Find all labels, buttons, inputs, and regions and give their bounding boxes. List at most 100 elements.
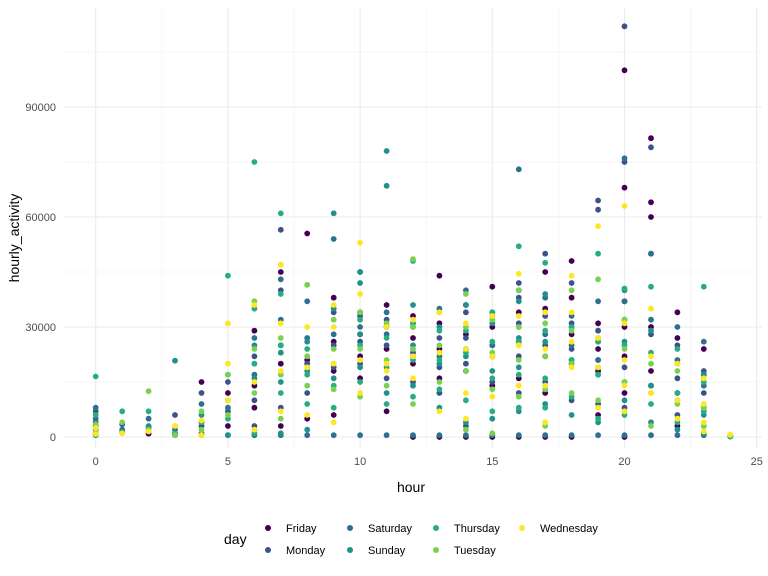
data-point-tuesday <box>568 390 575 396</box>
data-point-friday <box>436 272 443 279</box>
data-point-sunday <box>330 210 337 217</box>
data-point-thursday <box>542 404 549 411</box>
data-point-thursday <box>304 401 311 407</box>
x-tick-label: 15 <box>486 456 498 468</box>
data-point-friday <box>330 294 337 301</box>
data-point-wednesday <box>357 390 363 396</box>
data-point-wednesday <box>568 338 575 345</box>
legend-label-sunday: Sunday <box>368 545 406 557</box>
data-point-sunday <box>277 379 284 385</box>
data-point-friday <box>251 404 258 411</box>
data-point-thursday <box>436 386 443 393</box>
data-point-wednesday <box>304 324 311 330</box>
data-point-friday <box>251 327 258 334</box>
data-point-saturday <box>463 432 469 439</box>
data-point-wednesday <box>145 428 152 435</box>
data-point-tuesday <box>277 415 284 422</box>
data-point-friday <box>648 368 654 374</box>
data-point-saturday <box>330 432 337 439</box>
data-point-sunday <box>542 291 549 297</box>
data-point-wednesday <box>225 360 231 367</box>
data-point-friday <box>304 230 311 237</box>
x-axis-title: hour <box>397 479 425 495</box>
data-point-wednesday <box>621 357 628 363</box>
data-point-monday <box>595 327 601 334</box>
data-point-saturday <box>383 432 390 439</box>
data-point-wednesday <box>172 423 178 429</box>
data-point-tuesday <box>542 320 549 327</box>
data-point-thursday <box>277 342 284 349</box>
data-point-wednesday <box>304 412 311 418</box>
data-point-friday <box>648 199 654 206</box>
data-point-thursday <box>542 327 549 334</box>
data-point-sunday <box>357 364 363 371</box>
data-point-sunday <box>515 298 522 305</box>
data-point-tuesday <box>515 324 522 330</box>
legend-label-wednesday: Wednesday <box>540 523 598 535</box>
data-point-monday <box>595 206 601 213</box>
data-point-sunday <box>383 182 390 189</box>
y-tick-label: 90000 <box>25 102 56 114</box>
data-point-tuesday <box>463 368 469 374</box>
data-point-thursday <box>648 401 654 407</box>
data-point-tuesday <box>595 276 601 283</box>
x-tick-label: 25 <box>751 456 763 468</box>
data-point-sunday <box>172 357 178 364</box>
data-point-thursday <box>277 210 284 217</box>
data-point-friday <box>225 390 231 396</box>
data-point-wednesday <box>463 415 469 422</box>
data-point-tuesday <box>357 309 363 316</box>
data-point-tuesday <box>383 382 390 389</box>
data-point-wednesday <box>357 291 363 297</box>
data-point-wednesday <box>568 309 575 316</box>
data-point-friday <box>383 408 390 415</box>
data-point-monday <box>225 379 231 385</box>
data-point-sunday <box>489 368 496 374</box>
legend-key-wednesday <box>519 525 525 531</box>
data-point-wednesday <box>357 239 363 246</box>
data-point-wednesday <box>251 302 258 308</box>
data-point-friday <box>568 294 575 301</box>
data-point-wednesday <box>410 375 416 382</box>
data-point-sunday <box>330 375 337 382</box>
data-point-friday <box>621 67 628 74</box>
data-point-tuesday <box>225 371 231 378</box>
data-point-friday <box>489 283 496 290</box>
data-point-wednesday <box>225 320 231 327</box>
data-point-friday <box>277 360 284 367</box>
data-point-saturday <box>595 432 601 439</box>
data-point-friday <box>674 309 681 316</box>
data-point-sunday <box>277 349 284 356</box>
data-points <box>92 23 734 440</box>
data-point-friday <box>198 379 205 385</box>
data-point-sunday <box>304 426 311 433</box>
data-point-sunday <box>225 432 231 439</box>
data-point-tuesday <box>198 408 205 415</box>
data-point-wednesday <box>277 320 284 327</box>
data-point-friday <box>225 423 231 429</box>
data-point-wednesday <box>568 364 575 371</box>
data-point-wednesday <box>595 223 601 230</box>
data-point-sunday <box>515 364 522 371</box>
data-point-tuesday <box>145 388 152 395</box>
data-point-wednesday <box>568 272 575 279</box>
data-point-wednesday <box>277 261 284 268</box>
data-point-thursday <box>542 375 549 382</box>
data-point-thursday <box>489 338 496 345</box>
data-point-wednesday <box>119 430 126 437</box>
data-point-thursday <box>277 390 284 396</box>
data-point-thursday <box>410 393 416 400</box>
data-point-wednesday <box>330 302 337 308</box>
data-point-sunday <box>410 382 416 389</box>
data-point-tuesday <box>410 324 416 330</box>
data-point-tuesday <box>648 423 654 429</box>
data-point-wednesday <box>700 419 707 426</box>
data-point-sunday <box>357 269 363 275</box>
legend-key-friday <box>265 525 271 531</box>
data-point-saturday <box>595 357 601 363</box>
data-point-saturday <box>330 236 337 242</box>
data-point-tuesday <box>225 412 231 418</box>
data-point-thursday <box>330 404 337 411</box>
data-point-tuesday <box>330 316 337 323</box>
data-point-thursday <box>92 373 99 380</box>
